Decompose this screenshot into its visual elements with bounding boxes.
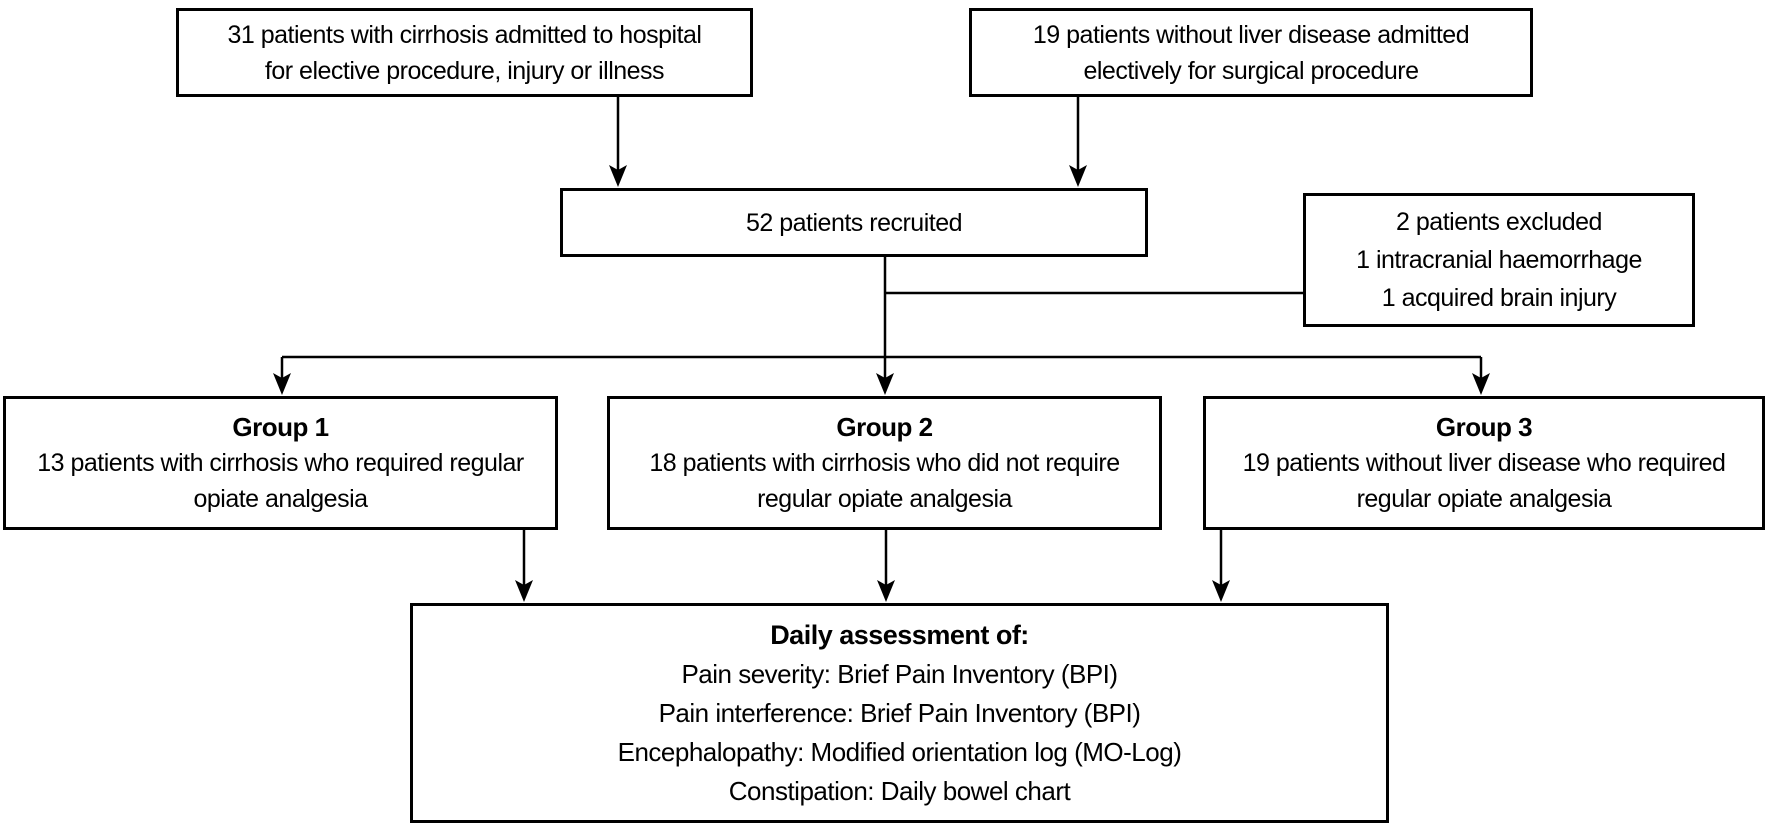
box-text-line: Pain severity: Brief Pain Inventory (BPI… [681,658,1118,689]
box-text-line: Encephalopathy: Modified orientation log… [617,736,1182,767]
box-no-liver-disease-admitted: 19 patients without liver disease admitt… [969,8,1533,97]
box-text-line: 31 patients with cirrhosis admitted to h… [227,20,702,49]
arrowhead-group2 [876,373,894,395]
box-text-line: electively for surgical procedure [1083,56,1419,85]
box-text-line: for elective procedure, injury or illnes… [264,56,665,85]
box-text-line: opiate analgesia [193,485,368,513]
arrowhead-assessment-left [515,580,533,602]
arrowhead-topright-recruited [1069,165,1087,187]
box-cirrhosis-admitted: 31 patients with cirrhosis admitted to h… [176,8,753,97]
arrowhead-topleft-recruited [609,165,627,187]
box-group-3: Group 3 19 patients without liver diseas… [1203,396,1765,530]
box-text-line: 18 patients with cirrhosis who did not r… [649,449,1120,477]
group1-title: Group 1 [232,412,329,442]
box-patients-excluded: 2 patients excluded 1 intracranial haemo… [1303,193,1695,327]
box-text-line: 1 acquired brain injury [1381,284,1617,312]
box-text-line: regular opiate analgesia [1356,485,1612,513]
box-text-line: 19 patients without liver disease admitt… [1032,20,1470,49]
box-group-2: Group 2 18 patients with cirrhosis who d… [607,396,1162,530]
box-text-line: 2 patients excluded [1396,208,1602,236]
box-group-1: Group 1 13 patients with cirrhosis who r… [3,396,558,530]
group2-title: Group 2 [836,412,933,442]
arrowhead-group3 [1472,373,1490,395]
box-text-line: 1 intracranial haemorrhage [1356,246,1642,274]
box-text-line: 13 patients with cirrhosis who required … [37,449,524,477]
box-text-line: Constipation: Daily bowel chart [728,775,1071,806]
box-patients-recruited: 52 patients recruited [560,188,1148,257]
arrowhead-assessment-middle [877,580,895,602]
box-text-line: regular opiate analgesia [757,485,1012,513]
arrowhead-assessment-right [1212,580,1230,602]
box-text-line: Pain interference: Brief Pain Inventory … [658,697,1141,728]
arrowhead-group1 [273,373,291,395]
assessment-title: Daily assessment of: [770,619,1029,650]
group3-title: Group 3 [1435,412,1533,442]
box-text-line: 52 patients recruited [745,208,963,237]
box-text-line: 19 patients without liver disease who re… [1242,449,1726,477]
box-daily-assessment: Daily assessment of: Pain severity: Brie… [410,603,1389,823]
